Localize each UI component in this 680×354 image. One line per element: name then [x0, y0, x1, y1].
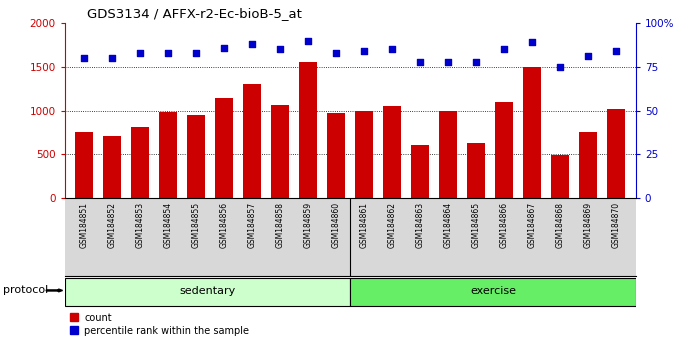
Point [498, 46, 509, 52]
Bar [411, 145, 429, 198]
Point [555, 64, 566, 70]
Point [79, 55, 90, 61]
Text: GSM184860: GSM184860 [332, 202, 341, 248]
Bar [271, 105, 289, 198]
Point [443, 59, 454, 64]
Text: protocol: protocol [3, 285, 49, 296]
Bar [495, 102, 513, 198]
Text: GSM184867: GSM184867 [528, 202, 537, 248]
Text: exercise: exercise [470, 286, 516, 296]
Point [135, 50, 146, 56]
Point [219, 45, 230, 50]
Text: GSM184851: GSM184851 [80, 202, 88, 248]
Point [330, 50, 341, 56]
Text: GSM184861: GSM184861 [360, 202, 369, 248]
Bar [467, 143, 486, 198]
Bar [131, 127, 150, 198]
Point [415, 59, 426, 64]
Bar [65, 278, 350, 306]
Legend: count, percentile rank within the sample: count, percentile rank within the sample [69, 313, 249, 336]
Bar [103, 136, 121, 198]
Bar [159, 112, 177, 198]
Bar [187, 115, 205, 198]
Bar [551, 155, 569, 198]
Point [303, 38, 313, 44]
Point [583, 53, 594, 59]
Text: GSM184866: GSM184866 [500, 202, 509, 248]
Text: GDS3134 / AFFX-r2-Ec-bioB-5_at: GDS3134 / AFFX-r2-Ec-bioB-5_at [88, 7, 303, 21]
Bar [383, 106, 401, 198]
Bar [439, 110, 458, 198]
Text: GSM184859: GSM184859 [304, 202, 313, 248]
Text: GSM184870: GSM184870 [612, 202, 621, 248]
Text: GSM184862: GSM184862 [388, 202, 396, 248]
Bar [355, 110, 373, 198]
Point [107, 55, 118, 61]
Bar [350, 278, 636, 306]
Text: GSM184853: GSM184853 [136, 202, 145, 248]
Text: GSM184865: GSM184865 [472, 202, 481, 248]
Bar [327, 113, 345, 198]
Bar [579, 132, 597, 198]
Point [527, 39, 538, 45]
Point [163, 50, 173, 56]
Text: GSM184852: GSM184852 [107, 202, 117, 248]
Bar [75, 132, 93, 198]
Point [359, 48, 370, 54]
Text: GSM184856: GSM184856 [220, 202, 228, 248]
Text: sedentary: sedentary [180, 286, 235, 296]
Point [471, 59, 481, 64]
Point [247, 41, 258, 47]
Text: GSM184855: GSM184855 [192, 202, 201, 248]
Bar [607, 109, 626, 198]
Bar [523, 67, 541, 198]
Text: GSM184857: GSM184857 [248, 202, 257, 248]
Point [275, 46, 286, 52]
Bar [243, 84, 261, 198]
Text: GSM184868: GSM184868 [556, 202, 564, 248]
Text: GSM184864: GSM184864 [444, 202, 453, 248]
Text: GSM184858: GSM184858 [275, 202, 285, 248]
Text: GSM184869: GSM184869 [583, 202, 593, 248]
Point [387, 46, 398, 52]
Bar [215, 98, 233, 198]
Point [191, 50, 202, 56]
Point [611, 48, 622, 54]
Text: GSM184863: GSM184863 [415, 202, 425, 248]
Bar [299, 62, 318, 198]
Text: GSM184854: GSM184854 [164, 202, 173, 248]
